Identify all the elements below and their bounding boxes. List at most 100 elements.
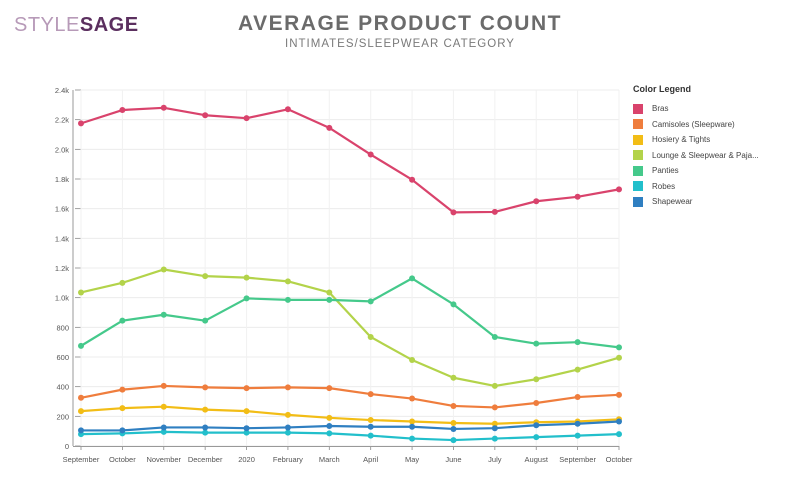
data-point: [450, 402, 457, 409]
x-tick-label: May: [405, 455, 419, 464]
x-tick-label: October: [109, 455, 136, 464]
data-point: [409, 395, 416, 402]
data-point: [78, 120, 84, 127]
data-point: [533, 376, 540, 383]
legend-swatch: [633, 196, 643, 207]
data-point: [160, 424, 167, 431]
data-point: [243, 385, 250, 392]
x-tick-label: March: [319, 455, 340, 464]
data-point: [616, 431, 622, 438]
legend-item: Lounge & Sleepwear & Paja...: [633, 148, 793, 164]
data-point: [284, 384, 291, 391]
data-point: [284, 278, 291, 285]
y-tick-label: 1.0k: [55, 294, 69, 303]
data-point: [450, 420, 457, 427]
data-point: [616, 344, 622, 351]
legend-item: Shapewear: [633, 194, 793, 210]
data-point: [367, 151, 374, 158]
data-point: [574, 394, 581, 401]
series-line: [80, 430, 620, 442]
data-point: [119, 427, 126, 434]
y-tick-label: 400: [56, 383, 69, 392]
data-point: [284, 429, 291, 436]
data-point: [78, 408, 84, 415]
data-point: [574, 339, 581, 346]
y-tick-label: 1.4k: [55, 234, 69, 243]
data-point: [160, 266, 167, 273]
chart-legend: Color Legend Bras Camisoles (Sleepware) Ho…: [633, 84, 793, 210]
data-point: [450, 374, 457, 381]
legend-swatch: [633, 165, 643, 176]
brand-logo-part-1: STYLE: [14, 14, 80, 36]
brand-logo-part-2: SAGE: [79, 14, 139, 36]
data-point: [367, 391, 374, 398]
data-point: [491, 425, 498, 432]
data-point: [450, 425, 457, 432]
data-point: [243, 274, 250, 281]
data-point: [533, 399, 540, 406]
data-point: [284, 424, 291, 431]
legend-item: Hosiery & Tights: [633, 132, 793, 148]
data-point: [243, 408, 250, 415]
x-tick-label: 2020: [238, 455, 255, 464]
legend-swatch: [633, 119, 643, 130]
y-tick-label: 1.6k: [55, 205, 69, 214]
legend-label: Bras: [652, 104, 669, 114]
series-line: [80, 384, 620, 409]
y-tick-label: 1.8k: [55, 175, 69, 184]
data-point: [78, 394, 84, 401]
x-tick-label: September: [63, 455, 100, 464]
data-point: [367, 333, 374, 340]
data-point: [326, 414, 333, 421]
chart-title: AVERAGE PRODUCT COUNT: [238, 12, 562, 35]
data-point: [533, 198, 540, 205]
data-point: [409, 356, 416, 363]
y-tick-label: 600: [56, 353, 69, 362]
legend-swatch: [633, 181, 643, 192]
data-point: [326, 124, 333, 131]
data-point: [202, 112, 209, 119]
data-point: [202, 317, 209, 324]
data-point: [409, 435, 416, 442]
y-tick-label: 1.2k: [55, 264, 69, 273]
data-point: [367, 298, 374, 305]
x-tick-label: April: [363, 455, 378, 464]
data-point: [119, 107, 126, 114]
legend-items: Bras Camisoles (Sleepware) Hosiery & Tight…: [633, 101, 793, 210]
data-point: [367, 423, 374, 430]
data-point: [202, 429, 209, 436]
legend-label: Robes: [652, 181, 676, 191]
data-point: [491, 404, 498, 411]
legend-label: Shapewear: [652, 197, 693, 207]
data-point: [202, 424, 209, 431]
data-point: [491, 420, 498, 427]
data-point: [284, 106, 291, 113]
data-point: [119, 405, 126, 412]
series-line: [80, 277, 620, 349]
legend-item: Camisoles (Sleepware): [633, 117, 793, 133]
data-point: [78, 427, 84, 434]
legend-item: Panties: [633, 163, 793, 179]
chart-subtitle: INTIMATES/SLEEPWEAR CATEGORY: [285, 38, 515, 50]
data-point: [243, 295, 250, 302]
data-point: [243, 425, 250, 432]
legend-label: Panties: [652, 166, 679, 176]
data-point: [160, 403, 167, 410]
data-point: [450, 301, 457, 308]
data-point: [409, 275, 416, 282]
y-tick-label: 0: [65, 442, 69, 451]
data-point: [491, 333, 498, 340]
legend-swatch: [633, 103, 643, 114]
x-tick-label: December: [188, 455, 223, 464]
x-tick-label: August: [525, 455, 549, 464]
data-point: [616, 186, 622, 193]
data-point: [491, 208, 498, 215]
data-point: [533, 422, 540, 429]
x-tick-label: November: [146, 455, 181, 464]
legend-item: Robes: [633, 179, 793, 195]
data-point: [367, 417, 374, 424]
data-point: [326, 422, 333, 429]
x-tick-label: October: [606, 455, 633, 464]
data-point: [78, 342, 84, 349]
